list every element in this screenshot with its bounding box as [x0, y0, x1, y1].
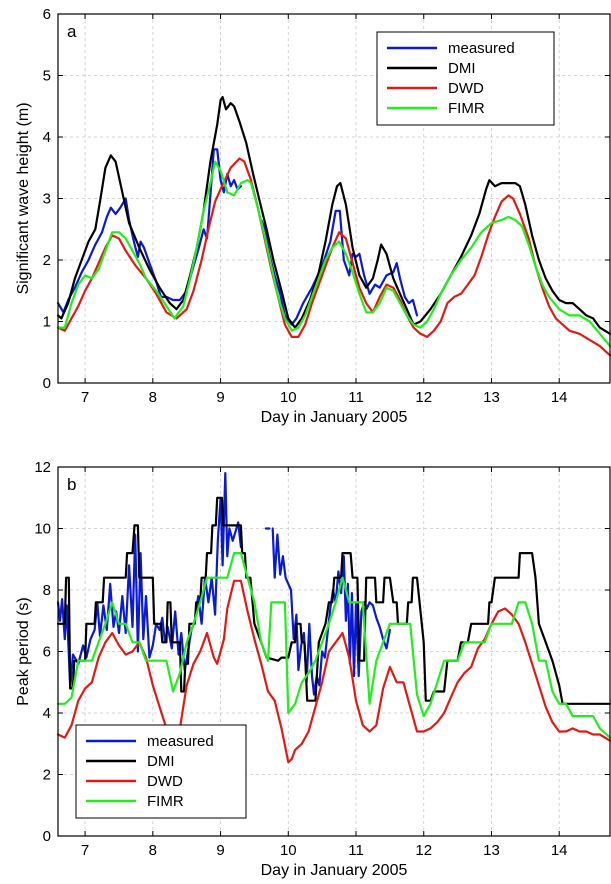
series-line-fimr — [56, 160, 611, 348]
x-tick-label: 10 — [280, 842, 297, 859]
legend-label-dmi: DMI — [448, 60, 476, 77]
y-tick-label: 2 — [43, 767, 51, 784]
x-tick-label: 7 — [81, 389, 89, 406]
x-tick-label: 9 — [216, 389, 224, 406]
series-line-fimr — [56, 551, 611, 739]
panel-b-label: b — [67, 475, 76, 494]
x-tick-label: 10 — [280, 389, 297, 406]
x-tick-label: 14 — [551, 842, 568, 859]
x-tick-label: 8 — [149, 842, 157, 859]
y-tick-label: 5 — [43, 68, 51, 85]
series-line-dwd — [56, 157, 611, 357]
x-tick-label: 9 — [216, 842, 224, 859]
series-line-dmi — [56, 95, 611, 335]
y-tick-label: 4 — [43, 129, 51, 146]
y-tick-label: 10 — [34, 521, 51, 538]
legend-label-dmi: DMI — [147, 753, 175, 770]
panel-b-legend: measured DMI DWD FIMR — [75, 724, 247, 819]
x-tick-label: 7 — [81, 842, 89, 859]
legend-label-measured: measured — [147, 733, 214, 750]
panel-a-x-axis-label: Day in January 2005 — [261, 409, 408, 426]
y-tick-label: 0 — [43, 375, 51, 392]
x-tick-label: 11 — [348, 389, 364, 406]
panel-a-legend: measured DMI DWD FIMR — [376, 31, 555, 126]
panel-b-x-axis-label: Day in January 2005 — [261, 862, 408, 879]
panel-a-series — [56, 95, 611, 357]
x-tick-label: 14 — [551, 389, 568, 406]
y-tick-label: 1 — [43, 314, 51, 331]
series-line-dmi — [56, 496, 611, 705]
y-tick-label: 6 — [43, 6, 51, 23]
panel-b-ticks: 7 8 9 10 11 12 13 14 0 2 4 6 8 10 12 — [34, 459, 610, 859]
x-tick-label: 13 — [483, 389, 500, 406]
series-line-dwd — [56, 579, 611, 764]
y-tick-label: 2 — [43, 252, 51, 269]
x-tick-label: 13 — [483, 842, 500, 859]
legend-label-measured: measured — [448, 40, 515, 57]
y-tick-label: 12 — [34, 459, 51, 476]
x-tick-label: 11 — [348, 842, 364, 859]
panel-b-series — [56, 472, 611, 764]
series-line-measured — [56, 472, 242, 690]
y-tick-label: 4 — [43, 705, 51, 722]
y-tick-label: 6 — [43, 644, 51, 661]
x-tick-label: 12 — [415, 842, 432, 859]
legend-label-fimr: FIMR — [448, 100, 485, 117]
panel-a-label: a — [67, 22, 77, 41]
y-tick-label: 3 — [43, 191, 51, 208]
panel-b: 7 8 9 10 11 12 13 14 0 2 4 6 8 10 12 b Day in January … — [15, 459, 611, 879]
legend-label-fimr: FIMR — [147, 793, 184, 810]
legend-label-dwd: DWD — [448, 80, 484, 97]
y-tick-label: 0 — [43, 828, 51, 845]
panel-b-y-axis-label: Peak period (s) — [15, 597, 32, 706]
x-tick-label: 8 — [149, 389, 157, 406]
x-tick-label: 12 — [415, 389, 432, 406]
legend-label-dwd: DWD — [147, 773, 183, 790]
y-tick-label: 8 — [43, 582, 51, 599]
panel-a-y-axis-label: Significant wave height (m) — [15, 102, 32, 294]
